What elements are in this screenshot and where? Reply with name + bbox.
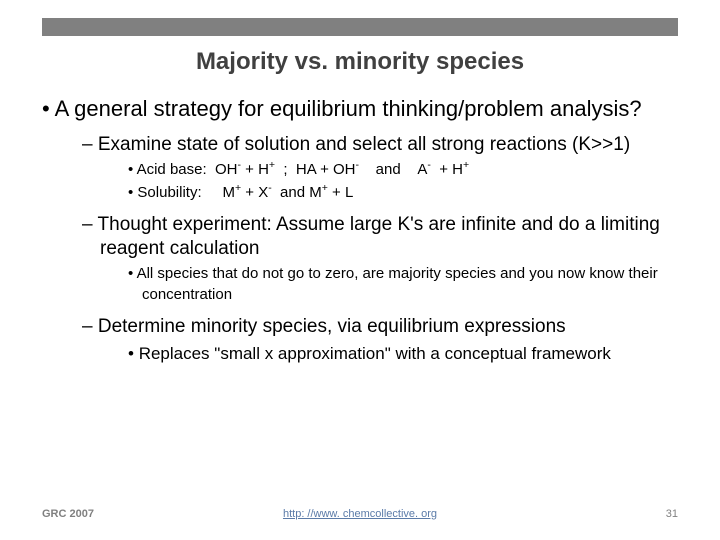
slide-content: A general strategy for equilibrium think…	[42, 95, 678, 365]
sub-bullet-1a: Acid base: OH- + H+ ; HA + OH- and A- + …	[128, 160, 678, 180]
sub-bullet-2: Thought experiment: Assume large K's are…	[82, 213, 678, 261]
footer-link[interactable]: http: //www. chemcollective. org	[0, 508, 720, 520]
slide-title: Majority vs. minority species	[0, 48, 720, 76]
header-bar	[42, 18, 678, 36]
footer-page: 31	[666, 508, 678, 520]
sub-bullet-1b: Solubility: M+ + X- and M+ + L	[128, 183, 678, 203]
sub-bullet-1: Examine state of solution and select all…	[82, 133, 678, 157]
main-bullet: A general strategy for equilibrium think…	[42, 95, 678, 123]
sub-bullet-2a: All species that do not go to zero, are …	[128, 264, 678, 305]
sub-bullet-3: Determine minority species, via equilibr…	[82, 315, 678, 339]
sub-bullet-3a: Replaces "small x approximation" with a …	[128, 343, 678, 365]
